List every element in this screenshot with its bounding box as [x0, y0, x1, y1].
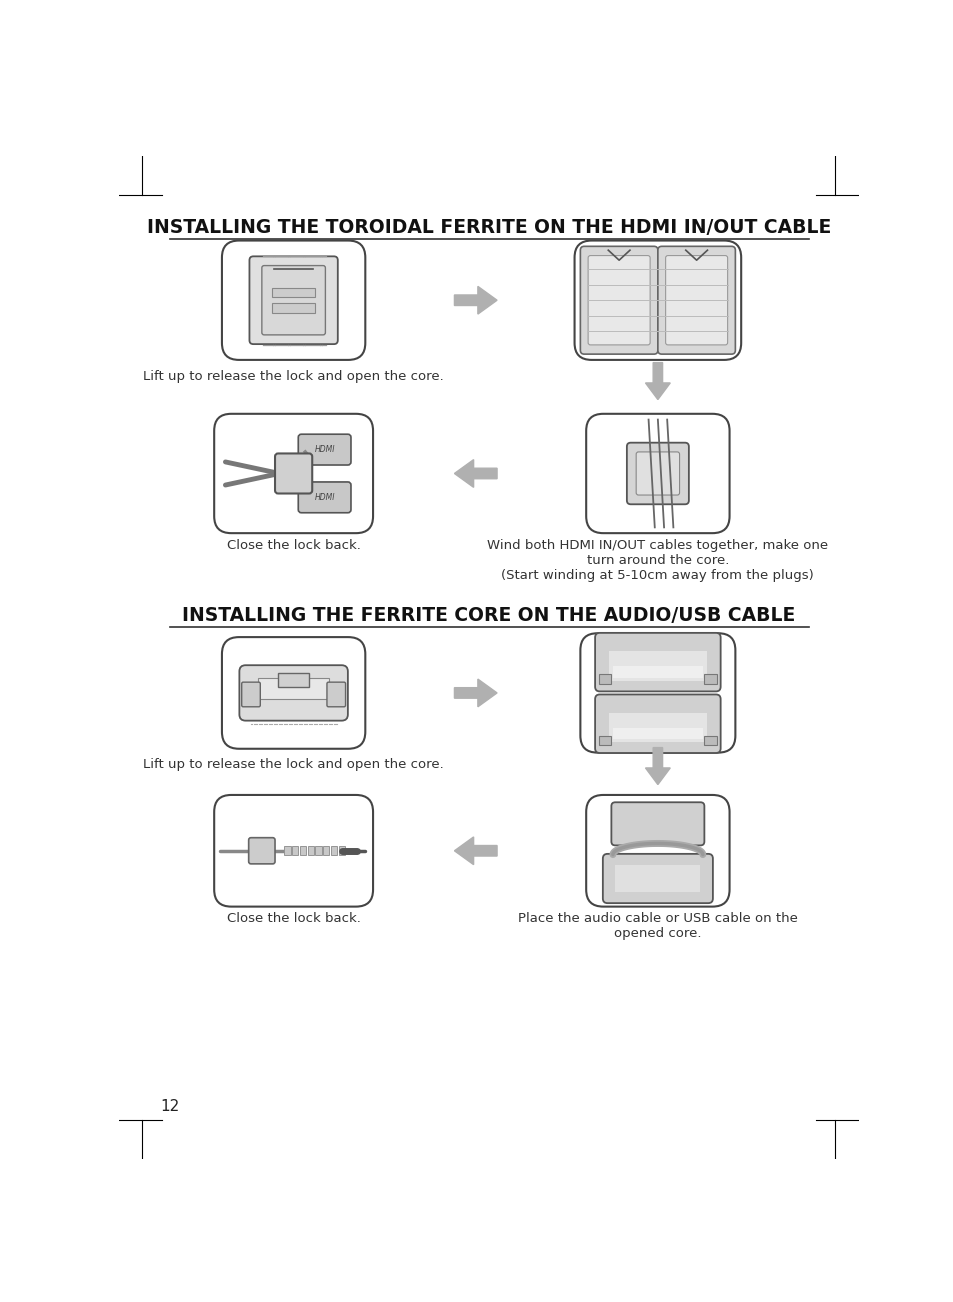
FancyBboxPatch shape: [274, 453, 312, 493]
Bar: [299, 846, 306, 855]
FancyBboxPatch shape: [626, 443, 688, 504]
FancyBboxPatch shape: [636, 452, 679, 495]
Bar: [703, 674, 716, 684]
Polygon shape: [645, 362, 670, 400]
Bar: [612, 728, 702, 740]
FancyBboxPatch shape: [574, 241, 740, 359]
Text: HDMI: HDMI: [314, 493, 335, 501]
Polygon shape: [454, 837, 497, 865]
Text: 12: 12: [160, 1099, 179, 1115]
FancyBboxPatch shape: [222, 241, 365, 359]
Bar: [612, 667, 702, 677]
Bar: [331, 846, 336, 855]
FancyBboxPatch shape: [222, 637, 365, 749]
Bar: [278, 673, 309, 686]
FancyBboxPatch shape: [579, 246, 658, 354]
Bar: [608, 713, 706, 742]
Bar: [272, 288, 315, 297]
FancyBboxPatch shape: [658, 246, 735, 354]
Bar: [315, 846, 321, 855]
FancyBboxPatch shape: [239, 665, 348, 720]
Bar: [608, 651, 706, 681]
Polygon shape: [454, 286, 497, 314]
Text: Place the audio cable or USB cable on the
opened core.: Place the audio cable or USB cable on th…: [517, 913, 797, 940]
Text: Wind both HDMI IN/OUT cables together, make one
turn around the core.
(Start win: Wind both HDMI IN/OUT cables together, m…: [487, 539, 827, 582]
FancyBboxPatch shape: [298, 482, 351, 513]
Text: Close the lock back.: Close the lock back.: [227, 539, 360, 552]
FancyBboxPatch shape: [585, 414, 729, 533]
Text: HDMI: HDMI: [314, 445, 335, 454]
FancyBboxPatch shape: [579, 633, 735, 753]
FancyBboxPatch shape: [585, 796, 729, 906]
Bar: [307, 846, 314, 855]
FancyBboxPatch shape: [327, 682, 345, 707]
Bar: [598, 736, 611, 745]
Text: Lift up to release the lock and open the core.: Lift up to release the lock and open the…: [143, 758, 443, 771]
Text: Close the lock back.: Close the lock back.: [227, 913, 360, 926]
FancyBboxPatch shape: [587, 255, 649, 345]
Bar: [338, 846, 344, 855]
FancyBboxPatch shape: [249, 837, 274, 863]
FancyBboxPatch shape: [261, 266, 325, 335]
Text: INSTALLING THE TOROIDAL FERRITE ON THE HDMI IN/OUT CABLE: INSTALLING THE TOROIDAL FERRITE ON THE H…: [147, 217, 830, 237]
FancyBboxPatch shape: [249, 256, 337, 344]
FancyBboxPatch shape: [602, 854, 712, 904]
FancyBboxPatch shape: [298, 434, 351, 465]
Bar: [284, 846, 291, 855]
Bar: [615, 866, 700, 892]
Polygon shape: [454, 460, 497, 487]
Text: Lift up to release the lock and open the core.: Lift up to release the lock and open the…: [143, 370, 443, 383]
Bar: [272, 303, 315, 312]
Polygon shape: [454, 680, 497, 707]
Text: INSTALLING THE FERRITE CORE ON THE AUDIO/USB CABLE: INSTALLING THE FERRITE CORE ON THE AUDIO…: [182, 607, 795, 625]
FancyBboxPatch shape: [214, 796, 373, 906]
FancyBboxPatch shape: [595, 694, 720, 753]
Polygon shape: [645, 747, 670, 785]
FancyBboxPatch shape: [214, 414, 373, 533]
Bar: [257, 677, 329, 699]
FancyBboxPatch shape: [595, 633, 720, 691]
Bar: [323, 846, 329, 855]
Bar: [598, 674, 611, 684]
FancyBboxPatch shape: [665, 255, 727, 345]
Bar: [292, 846, 298, 855]
FancyBboxPatch shape: [241, 682, 260, 707]
FancyBboxPatch shape: [611, 802, 703, 845]
Bar: [703, 736, 716, 745]
